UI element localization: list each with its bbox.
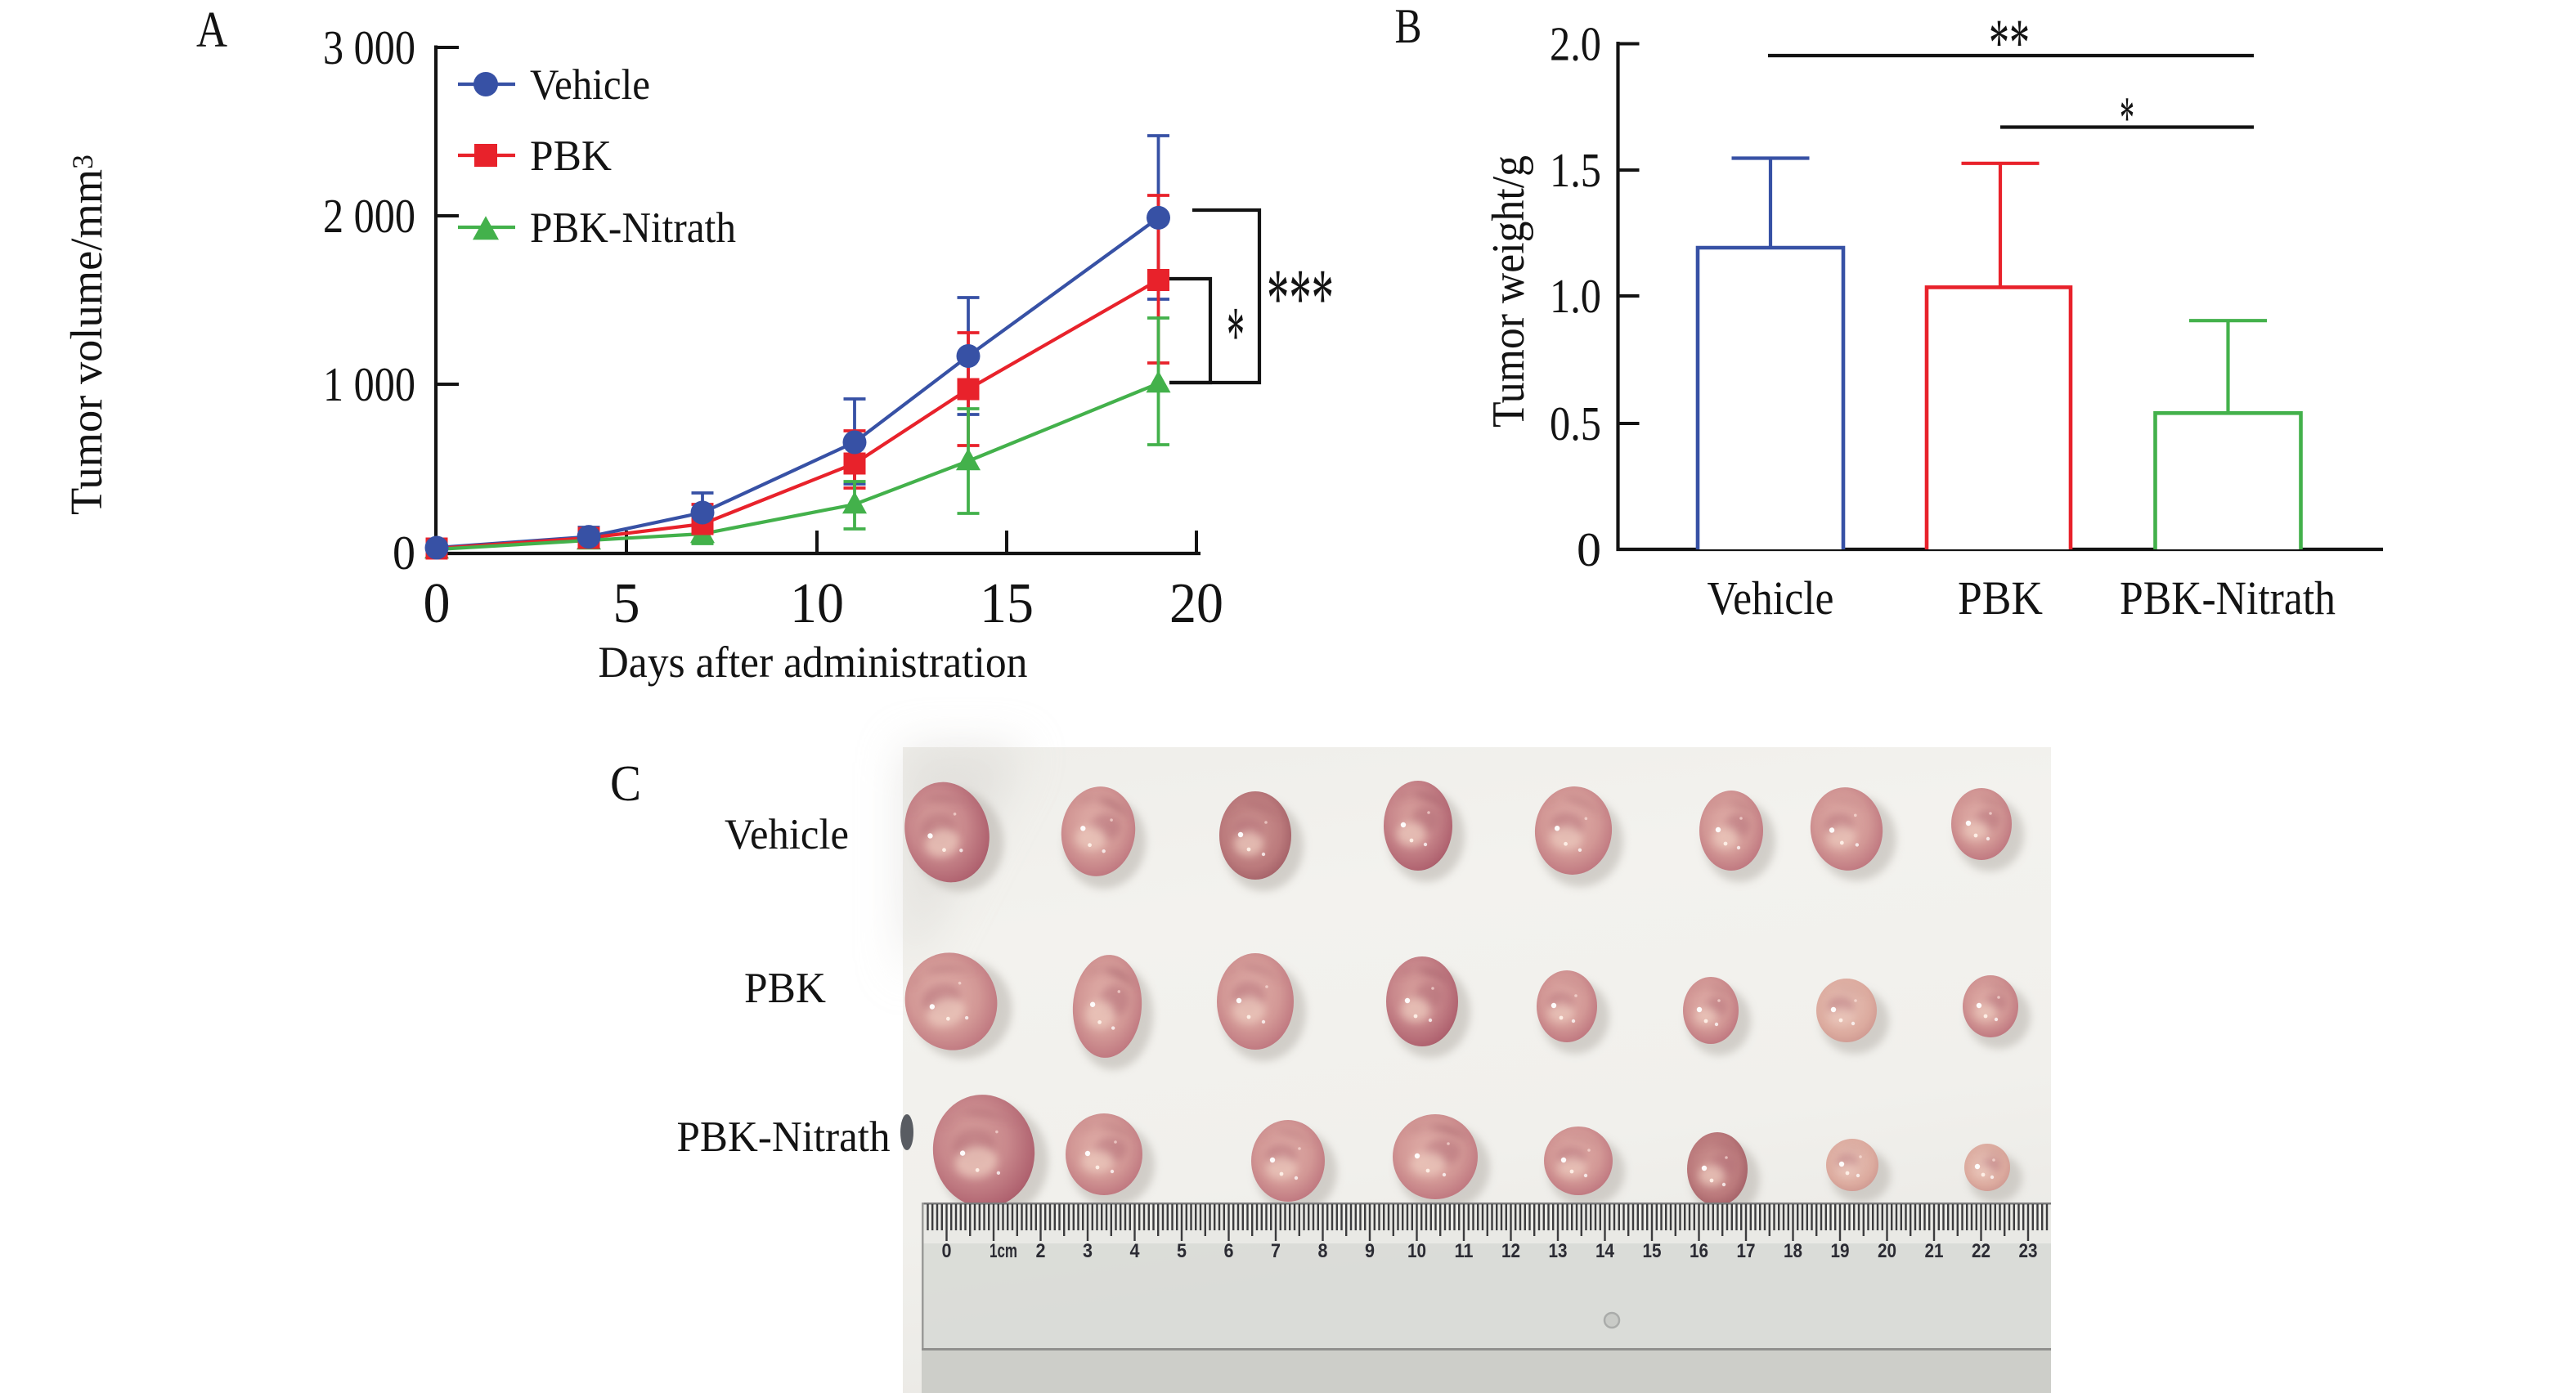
svg-text:9: 9 (1365, 1240, 1375, 1262)
svg-text:15: 15 (1643, 1240, 1662, 1262)
svg-text:***: *** (1267, 252, 1334, 345)
svg-text:1 000: 1 000 (323, 357, 415, 411)
svg-text:17: 17 (1737, 1240, 1756, 1262)
svg-text:0: 0 (393, 526, 415, 580)
svg-text:2.0: 2.0 (1550, 17, 1601, 71)
svg-text:3 000: 3 000 (323, 20, 415, 74)
svg-text:23: 23 (2019, 1240, 2038, 1262)
svg-text:PBK-Nitrath: PBK-Nitrath (2120, 571, 2336, 625)
svg-text:3: 3 (1083, 1240, 1093, 1262)
svg-text:PBK-Nitrath: PBK-Nitrath (530, 204, 736, 252)
svg-text:0: 0 (424, 572, 451, 635)
svg-text:10: 10 (1407, 1240, 1426, 1262)
svg-text:PBK: PBK (1958, 571, 2043, 625)
svg-text:Days after administration: Days after administration (599, 638, 1028, 687)
svg-text:6: 6 (1224, 1240, 1234, 1262)
svg-text:Tumor weight/g: Tumor weight/g (1483, 155, 1534, 428)
svg-text:*: * (1227, 289, 1245, 380)
svg-text:10: 10 (790, 572, 844, 635)
svg-text:0: 0 (942, 1240, 952, 1262)
svg-text:1.0: 1.0 (1550, 269, 1601, 323)
svg-text:21: 21 (1925, 1240, 1944, 1262)
svg-text:**: ** (1989, 5, 2030, 80)
svg-text:4: 4 (1130, 1240, 1141, 1262)
svg-text:16: 16 (1690, 1240, 1708, 1262)
svg-text:5: 5 (613, 572, 640, 635)
svg-text:Vehicle: Vehicle (725, 811, 849, 858)
svg-text:0: 0 (1577, 522, 1601, 576)
svg-text:13: 13 (1549, 1240, 1568, 1262)
svg-text:22: 22 (1972, 1240, 1990, 1262)
svg-text:PBK: PBK (530, 132, 612, 180)
svg-text:1cm: 1cm (990, 1240, 1017, 1262)
svg-text:1.5: 1.5 (1550, 143, 1601, 197)
svg-text:0.5: 0.5 (1550, 396, 1601, 450)
svg-text:18: 18 (1784, 1240, 1802, 1262)
svg-text:20: 20 (1169, 572, 1223, 635)
svg-text:14: 14 (1595, 1240, 1615, 1262)
svg-text:5: 5 (1177, 1240, 1187, 1262)
svg-text:PBK: PBK (744, 965, 826, 1012)
svg-text:8: 8 (1318, 1240, 1328, 1262)
svg-text:Tumor volume/mm3: Tumor volume/mm3 (61, 155, 111, 515)
svg-text:11: 11 (1455, 1240, 1474, 1262)
svg-text:*: * (2120, 85, 2134, 152)
svg-text:C: C (610, 756, 641, 812)
svg-text:A: A (196, 2, 227, 58)
svg-text:Vehicle: Vehicle (1708, 571, 1834, 625)
svg-text:7: 7 (1271, 1240, 1281, 1262)
svg-text:2: 2 (1036, 1240, 1046, 1262)
svg-text:PBK-Nitrath: PBK-Nitrath (677, 1113, 891, 1161)
svg-text:20: 20 (1878, 1240, 1896, 1262)
svg-text:15: 15 (980, 572, 1034, 635)
svg-text:12: 12 (1501, 1240, 1520, 1262)
svg-text:B: B (1395, 0, 1422, 53)
svg-text:19: 19 (1831, 1240, 1850, 1262)
svg-text:Vehicle: Vehicle (530, 61, 650, 109)
svg-text:2 000: 2 000 (323, 189, 415, 243)
